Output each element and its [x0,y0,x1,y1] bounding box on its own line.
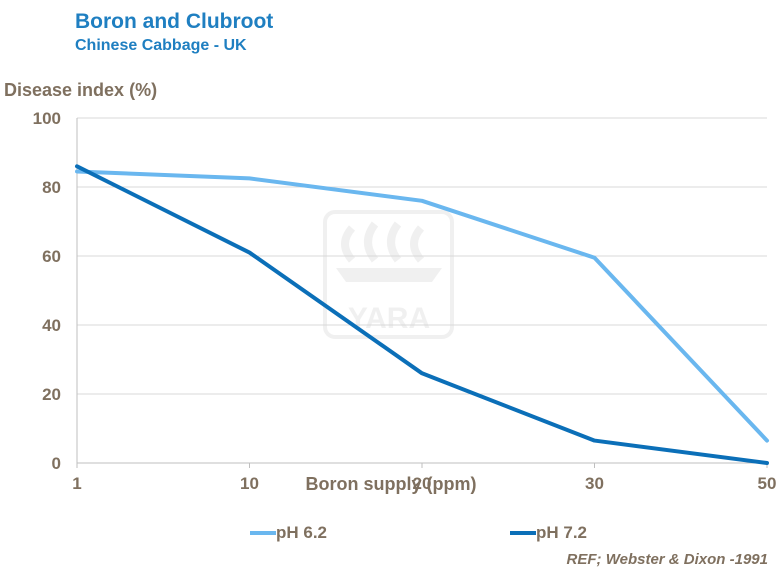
y-tick-100: 100 [33,109,61,128]
legend-item-ph-6-2: pH 6.2 [250,523,327,543]
y-tick-40: 40 [42,316,61,335]
grid [76,117,768,468]
y-axis-label: Disease index (%) [4,80,158,100]
x-tick-20: 20 [413,474,432,493]
x-tick-1: 1 [72,474,81,493]
y-tick-20: 20 [42,385,61,404]
series-lines [75,164,769,465]
y-tick-60: 60 [42,247,61,266]
legend-swatch-ph-7-2 [510,531,536,535]
chart-title: Boron and Clubroot [75,10,274,33]
x-tick-10: 10 [240,474,259,493]
legend-item-ph-7-2: pH 7.2 [510,523,587,543]
chart-subtitle: Chinese Cabbage - UK [75,37,247,54]
legend-label-ph-7-2: pH 7.2 [536,523,588,542]
legend-label-ph-6-2: pH 6.2 [276,523,328,542]
y-tick-labels: 0 20 40 60 80 100 [33,109,61,473]
x-tick-labels: 1 10 20 30 50 [72,474,776,493]
x-tick-30: 30 [585,474,604,493]
reference-note: REF; Webster & Dixon -1991 [566,551,768,568]
x-axis-label: Boron supply (ppm) [305,474,477,494]
y-tick-80: 80 [42,178,61,197]
x-tick-50: 50 [758,474,777,493]
y-tick-0: 0 [52,454,61,473]
legend-swatch-ph-6-2 [250,531,276,535]
